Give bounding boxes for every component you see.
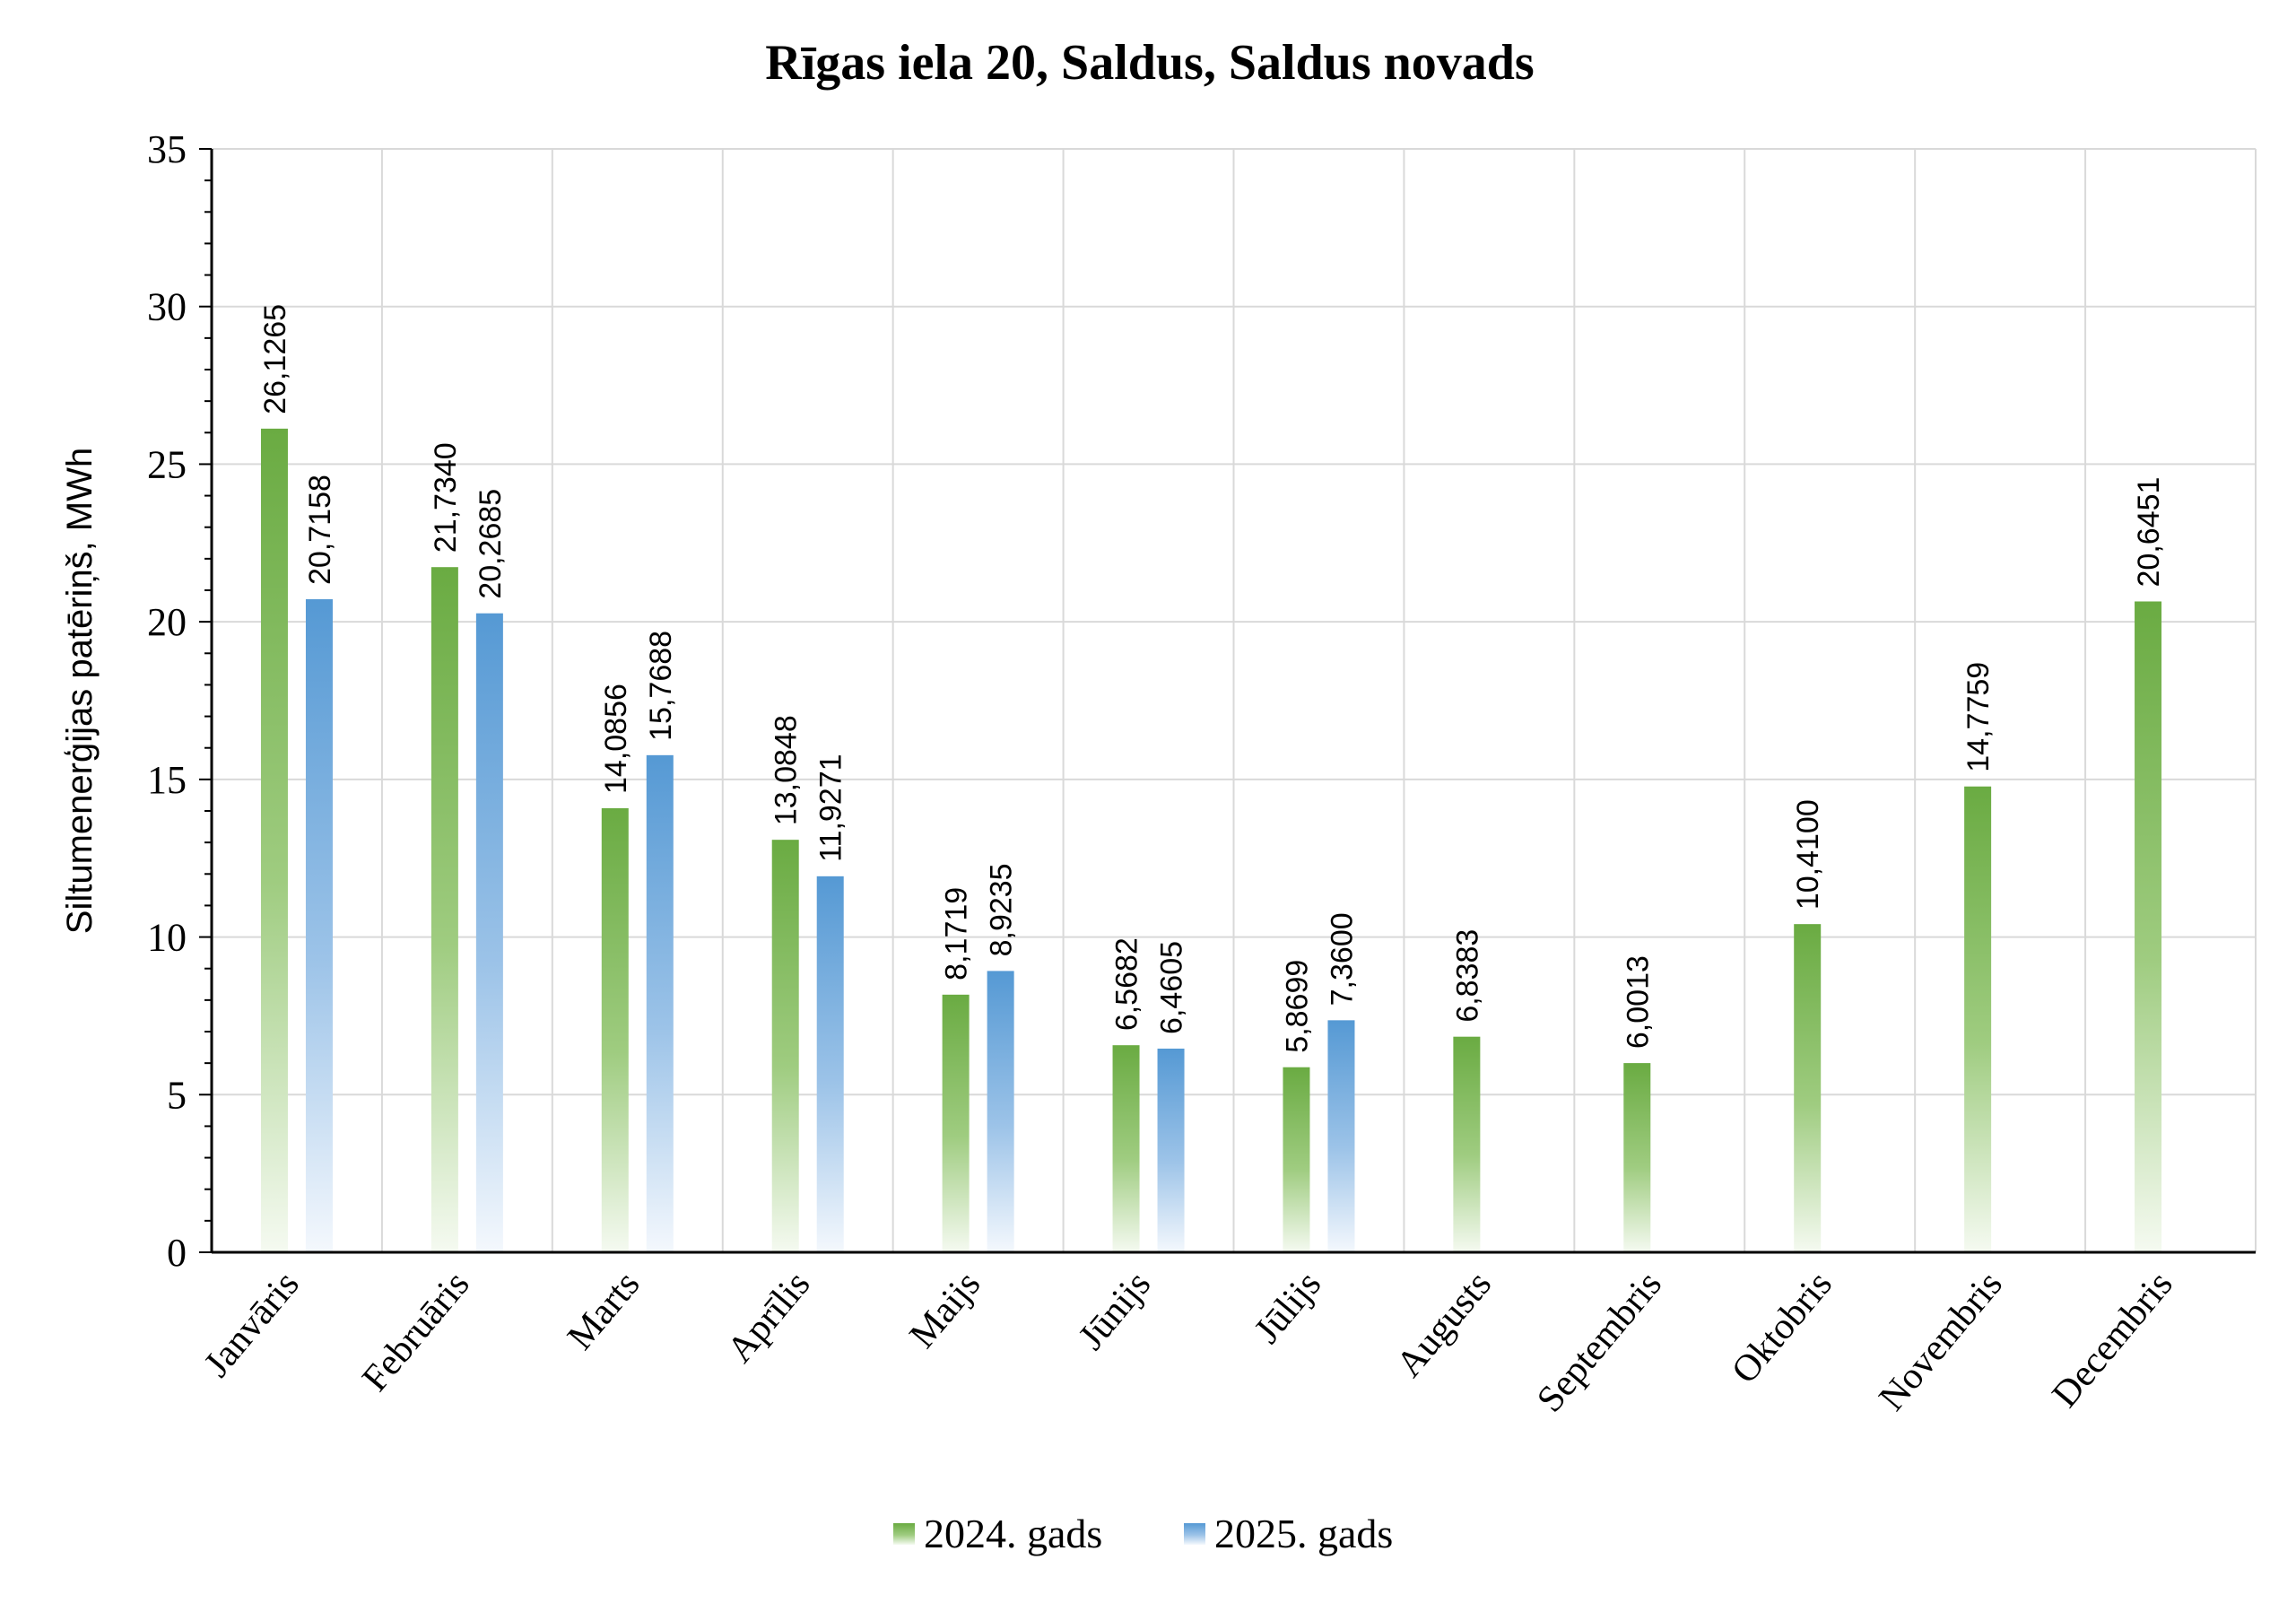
x-tick-label: Maijs (902, 1264, 989, 1356)
bar-2024 (1283, 1067, 1310, 1252)
data-label: 8,1719 (940, 887, 974, 980)
bar-2024 (1453, 1036, 1481, 1252)
bar-2025 (646, 754, 674, 1252)
legend: 2024. gads 2025. gads (893, 1511, 1393, 1556)
axis-layer: 0 5 10 15 20 25 30 35 Janvāris Februāris Marts Aprī… (147, 127, 2256, 1420)
x-tick-label: Decembris (2045, 1264, 2181, 1416)
bar-2025 (816, 876, 844, 1252)
data-label: 10,4100 (1791, 799, 1825, 910)
y-tick-label: 10 (147, 916, 187, 960)
bar-2024 (771, 840, 799, 1252)
data-label: 15,7688 (644, 631, 678, 741)
bar-2024 (260, 428, 288, 1252)
legend-label-2024: 2024. gads (924, 1511, 1102, 1556)
x-tick-label: Novembris (1872, 1264, 2011, 1419)
data-label: 11,9271 (814, 754, 848, 861)
bar-2024 (942, 994, 970, 1252)
y-tick-label: 30 (147, 285, 187, 329)
x-tick-label: Aprīlis (719, 1264, 818, 1371)
data-label: 6,5682 (1110, 937, 1144, 1031)
data-label: 13,0848 (770, 715, 804, 825)
data-labels-layer: 26,1265 21,7340 14,0856 13,0848 8,1719 6,5682… (258, 304, 2166, 1053)
x-tick-label: Oktobris (1724, 1264, 1840, 1391)
x-tick-label: Septembris (1529, 1264, 1670, 1420)
data-label: 26,1265 (258, 304, 292, 414)
bar-2025 (475, 613, 503, 1252)
y-tick-label: 20 (147, 600, 187, 644)
data-label: 6,0013 (1621, 955, 1655, 1049)
data-label: 20,2685 (474, 489, 508, 599)
x-tick-label: Februāris (354, 1264, 477, 1399)
data-label: 6,8383 (1450, 929, 1484, 1023)
data-label: 20,6451 (2132, 477, 2166, 588)
y-tick-label: 35 (147, 127, 187, 171)
data-label: 14,7759 (1961, 662, 1996, 772)
bar-2024 (430, 567, 458, 1252)
data-label: 21,7340 (429, 442, 463, 553)
chart-title: Rīgas iela 20, Saldus, Saldus novads (765, 35, 1534, 91)
bar-2024 (1964, 786, 1992, 1252)
y-tick-label: 15 (147, 758, 187, 802)
bar-2025 (1327, 1020, 1355, 1252)
bars-layer (260, 428, 2162, 1252)
x-tick-label: Jūlijs (1247, 1264, 1329, 1352)
x-tick-label: Augusts (1388, 1264, 1500, 1385)
y-tick-label: 25 (147, 442, 187, 486)
bar-2025 (305, 598, 333, 1252)
y-tick-label: 5 (167, 1073, 187, 1117)
data-label: 14,0856 (599, 684, 633, 794)
y-tick-label: 0 (167, 1231, 187, 1275)
data-label: 6,4605 (1155, 941, 1189, 1034)
bar-2024 (1112, 1045, 1140, 1252)
x-tick-label: Janvāris (196, 1264, 308, 1385)
y-axis-label: Siltumenerģijas patēriņš, MWh (60, 448, 100, 934)
data-label: 5,8699 (1280, 960, 1314, 1053)
legend-label-2025: 2025. gads (1214, 1511, 1393, 1556)
bar-2024 (1623, 1063, 1651, 1252)
data-label: 8,9235 (985, 863, 1019, 956)
legend-swatch-2024 (893, 1523, 915, 1545)
bar-2025 (1157, 1048, 1185, 1252)
legend-swatch-2025 (1184, 1523, 1205, 1545)
bar-2025 (987, 971, 1014, 1252)
x-tick-label: Jūnijs (1071, 1264, 1159, 1358)
bar-2024 (2135, 601, 2162, 1252)
bar-2024 (601, 807, 629, 1252)
data-label: 7,3600 (1325, 912, 1359, 1006)
grid-layer (212, 148, 2257, 1252)
data-label: 20,7158 (303, 475, 337, 585)
x-tick-label: Marts (560, 1264, 648, 1358)
bar-2024 (1794, 924, 1822, 1252)
